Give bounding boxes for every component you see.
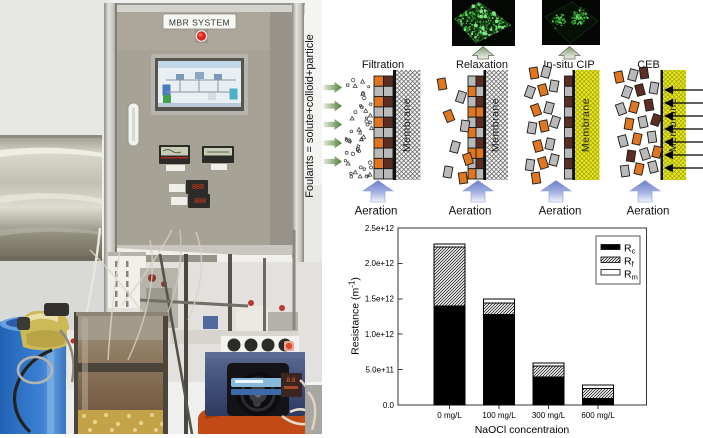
- svg-text:Membrane: Membrane: [490, 98, 502, 152]
- svg-text:8.8: 8.8: [286, 377, 295, 384]
- svg-text:300 mg/L: 300 mg/L: [532, 411, 566, 420]
- svg-text:888: 888: [192, 184, 204, 191]
- svg-text:2.0e+12: 2.0e+12: [365, 259, 395, 268]
- svg-text:2.5e+12: 2.5e+12: [365, 224, 395, 233]
- svg-text:0.0: 0.0: [383, 401, 395, 410]
- svg-text:Rf: Rf: [624, 256, 635, 269]
- svg-text:100 mg/L: 100 mg/L: [482, 411, 516, 420]
- svg-text:In-situ CIP: In-situ CIP: [543, 59, 594, 71]
- svg-text:Aeration: Aeration: [449, 206, 492, 218]
- svg-text:0 mg/L: 0 mg/L: [437, 411, 462, 420]
- svg-text:Aeration: Aeration: [355, 206, 398, 218]
- svg-text:Membrane: Membrane: [401, 98, 413, 152]
- svg-text:NaOCl concentraion: NaOCl concentraion: [475, 424, 570, 436]
- svg-text:888: 888: [194, 198, 206, 205]
- svg-text:1.0e+12: 1.0e+12: [365, 330, 395, 339]
- svg-text:Filtration: Filtration: [362, 59, 404, 71]
- svg-text:Resistance (m-1): Resistance (m-1): [348, 277, 362, 355]
- svg-text:1.5e+12: 1.5e+12: [365, 295, 395, 304]
- svg-text:MBR SYSTEM: MBR SYSTEM: [169, 18, 230, 28]
- svg-text:600 mg/L: 600 mg/L: [581, 411, 615, 420]
- svg-text:Aeration: Aeration: [627, 206, 670, 218]
- svg-text:Relaxation: Relaxation: [456, 59, 508, 71]
- svg-text:Rm: Rm: [624, 269, 638, 282]
- svg-text:Rc: Rc: [624, 243, 636, 256]
- svg-text:5.0e+11: 5.0e+11: [365, 365, 394, 374]
- svg-text:Membrane: Membrane: [580, 98, 592, 152]
- svg-text:Aeration: Aeration: [539, 206, 582, 218]
